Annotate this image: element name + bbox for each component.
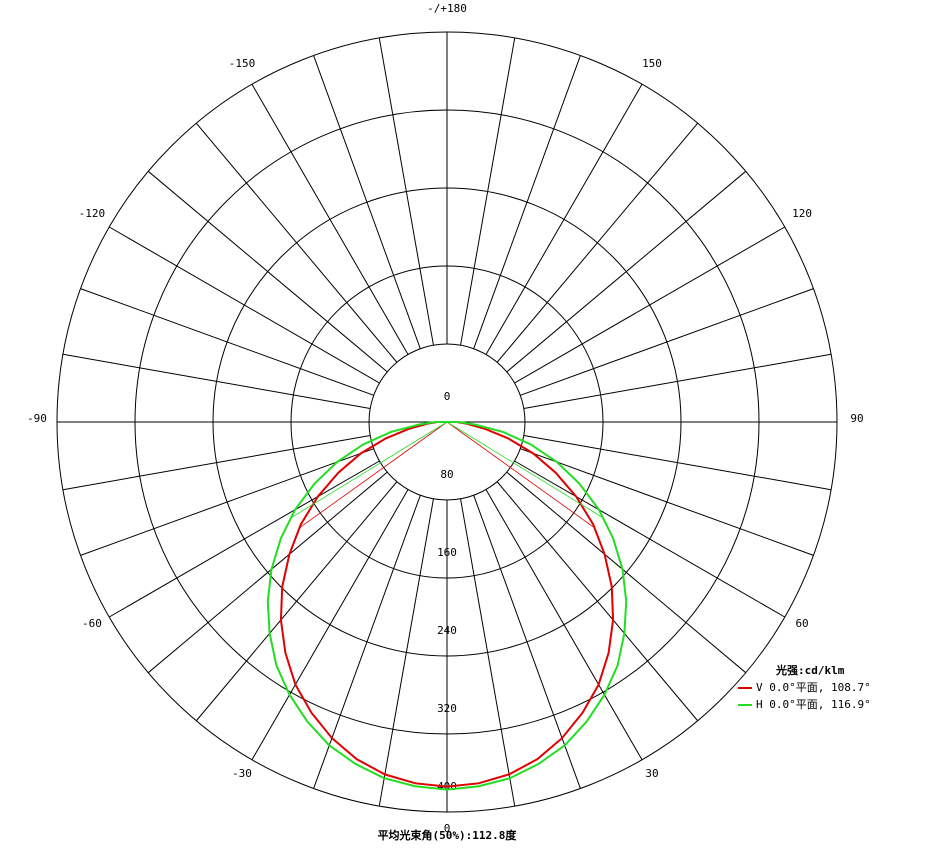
theta-tick-label: -60 [82, 617, 102, 630]
theta-tick-label: 90 [850, 412, 863, 425]
legend-label: V 0.0°平面, 108.7° [756, 681, 871, 694]
r-tick-label: 320 [437, 702, 457, 715]
curve [266, 421, 628, 791]
r-tick-label: 0 [444, 390, 451, 403]
curve [279, 421, 615, 788]
theta-tick-label: 120 [792, 207, 812, 220]
beam-line [446, 421, 604, 519]
beam-line [290, 421, 448, 519]
beam-line [298, 421, 448, 529]
theta-tick-label: 60 [795, 617, 808, 630]
theta-tick-label: -150 [229, 57, 256, 70]
theta-tick-label: -90 [27, 412, 47, 425]
beam-line [446, 421, 596, 529]
ring [290, 265, 604, 579]
legend-label: H 0.0°平面, 116.9° [756, 698, 871, 711]
unit-label: 光强:cd/klm [775, 663, 845, 677]
ring [56, 31, 838, 813]
r-tick-label: 80 [440, 468, 453, 481]
theta-tick-label: -30 [232, 767, 252, 780]
r-tick-label: 160 [437, 546, 457, 559]
theta-tick-label: 30 [645, 767, 658, 780]
ring [212, 187, 682, 657]
theta-tick-label: 150 [642, 57, 662, 70]
footer: 平均光束角(50%):112.8度 [378, 828, 518, 842]
theta-tick-label: 0 [444, 822, 451, 835]
ring [368, 343, 526, 501]
r-tick-label: 240 [437, 624, 457, 637]
theta-tick-label: -/+180 [427, 2, 467, 15]
theta-tick-label: -120 [79, 207, 106, 220]
ring [134, 109, 760, 735]
